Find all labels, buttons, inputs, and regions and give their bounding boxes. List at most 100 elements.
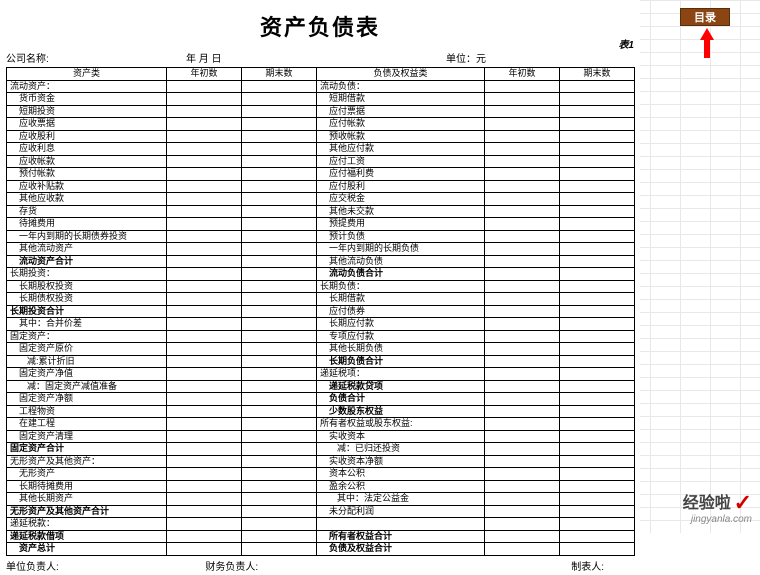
cell[interactable]: 货币资金: [7, 93, 167, 106]
cell[interactable]: 其中：合并价差: [7, 318, 167, 331]
cell[interactable]: [485, 393, 560, 406]
cell[interactable]: 长期应付款: [317, 318, 485, 331]
cell[interactable]: [167, 355, 242, 368]
cell[interactable]: [560, 130, 635, 143]
cell[interactable]: [485, 93, 560, 106]
cell[interactable]: 应付票据: [317, 105, 485, 118]
cell[interactable]: 存货: [7, 205, 167, 218]
cell[interactable]: 长期股权投资: [7, 280, 167, 293]
cell[interactable]: [560, 305, 635, 318]
cell[interactable]: 应付帐款: [317, 118, 485, 131]
cell[interactable]: 长期投资合计: [7, 305, 167, 318]
cell[interactable]: [560, 118, 635, 131]
cell[interactable]: [242, 468, 317, 481]
cell[interactable]: [242, 455, 317, 468]
cell[interactable]: [560, 180, 635, 193]
cell[interactable]: [485, 118, 560, 131]
cell[interactable]: 一年内到期的长期负债: [317, 243, 485, 256]
cell[interactable]: 工程物资: [7, 405, 167, 418]
cell[interactable]: 长期负债合计: [317, 355, 485, 368]
cell[interactable]: [560, 243, 635, 256]
cell[interactable]: [560, 168, 635, 181]
cell[interactable]: 应交税金: [317, 193, 485, 206]
cell[interactable]: 长期投资：: [7, 268, 167, 281]
cell[interactable]: [167, 530, 242, 543]
cell[interactable]: 其他长期资产: [7, 493, 167, 506]
cell[interactable]: 在建工程: [7, 418, 167, 431]
cell[interactable]: [485, 343, 560, 356]
cell[interactable]: [167, 330, 242, 343]
cell[interactable]: [560, 193, 635, 206]
cell[interactable]: [167, 93, 242, 106]
cell[interactable]: [167, 468, 242, 481]
cell[interactable]: 资产总计: [7, 543, 167, 556]
cell[interactable]: [485, 480, 560, 493]
mulu-button[interactable]: 目录: [680, 8, 730, 26]
cell[interactable]: [485, 230, 560, 243]
cell[interactable]: [485, 80, 560, 93]
cell[interactable]: [485, 243, 560, 256]
cell[interactable]: 其他应付款: [317, 143, 485, 156]
cell[interactable]: [242, 430, 317, 443]
cell[interactable]: 流动资产合计: [7, 255, 167, 268]
cell[interactable]: [560, 355, 635, 368]
cell[interactable]: [485, 305, 560, 318]
cell[interactable]: [242, 218, 317, 231]
cell[interactable]: [242, 255, 317, 268]
cell[interactable]: [485, 430, 560, 443]
cell[interactable]: 其他流动资产: [7, 243, 167, 256]
cell[interactable]: 应收股利: [7, 130, 167, 143]
cell[interactable]: 固定资产净值: [7, 368, 167, 381]
cell[interactable]: [167, 493, 242, 506]
cell[interactable]: 预付帐款: [7, 168, 167, 181]
cell[interactable]: 长期待摊费用: [7, 480, 167, 493]
cell[interactable]: [485, 418, 560, 431]
cell[interactable]: [242, 405, 317, 418]
cell[interactable]: [167, 343, 242, 356]
cell[interactable]: [167, 268, 242, 281]
cell[interactable]: [485, 293, 560, 306]
cell[interactable]: [560, 93, 635, 106]
cell[interactable]: 固定资产：: [7, 330, 167, 343]
cell[interactable]: [242, 418, 317, 431]
cell[interactable]: [485, 380, 560, 393]
cell[interactable]: [485, 443, 560, 456]
cell[interactable]: [485, 330, 560, 343]
cell[interactable]: 固定资产清理: [7, 430, 167, 443]
cell[interactable]: 其中：法定公益金: [317, 493, 485, 506]
cell[interactable]: [167, 518, 242, 531]
cell[interactable]: [242, 180, 317, 193]
cell[interactable]: 递延税款贷项: [317, 380, 485, 393]
cell[interactable]: [485, 130, 560, 143]
cell[interactable]: [560, 505, 635, 518]
cell[interactable]: [560, 430, 635, 443]
cell[interactable]: [167, 218, 242, 231]
cell[interactable]: [242, 118, 317, 131]
cell[interactable]: 减：固定资产减值准备: [7, 380, 167, 393]
cell[interactable]: 减：已归还投资: [317, 443, 485, 456]
cell[interactable]: 所有者权益合计: [317, 530, 485, 543]
cell[interactable]: 应收利息: [7, 143, 167, 156]
cell[interactable]: [560, 418, 635, 431]
cell[interactable]: [485, 280, 560, 293]
cell[interactable]: [242, 368, 317, 381]
cell[interactable]: [167, 180, 242, 193]
cell[interactable]: 其他流动负债: [317, 255, 485, 268]
cell[interactable]: [485, 168, 560, 181]
cell[interactable]: [242, 380, 317, 393]
cell[interactable]: [242, 168, 317, 181]
cell[interactable]: 一年内到期的长期债券投资: [7, 230, 167, 243]
cell[interactable]: [560, 343, 635, 356]
cell[interactable]: [242, 355, 317, 368]
cell[interactable]: 短期投资: [7, 105, 167, 118]
cell[interactable]: 实收资本: [317, 430, 485, 443]
cell[interactable]: [560, 380, 635, 393]
cell[interactable]: [485, 355, 560, 368]
cell[interactable]: [485, 405, 560, 418]
cell[interactable]: 其他长期负债: [317, 343, 485, 356]
cell[interactable]: [485, 455, 560, 468]
cell[interactable]: [167, 155, 242, 168]
cell[interactable]: 无形资产及其他资产：: [7, 455, 167, 468]
cell[interactable]: [242, 155, 317, 168]
cell[interactable]: 预收帐款: [317, 130, 485, 143]
